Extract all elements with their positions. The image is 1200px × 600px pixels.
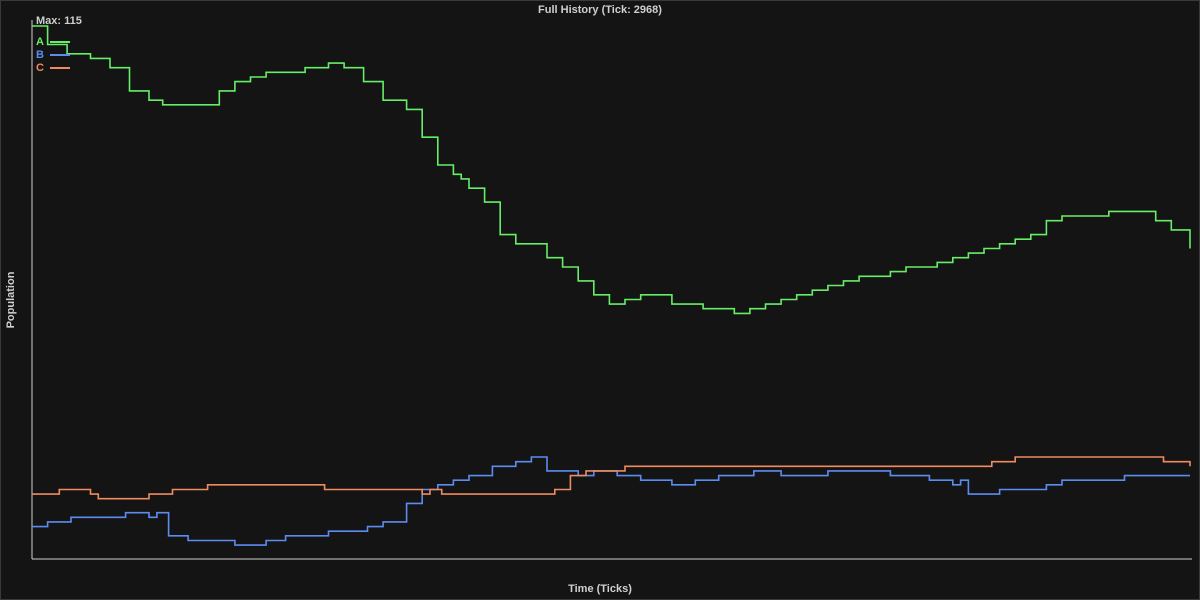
legend-label-c: C [36, 61, 44, 74]
y-axis-label: Population [5, 271, 17, 329]
legend-swatch-c [49, 66, 70, 69]
legend-swatch-a [49, 40, 70, 43]
legend-item-c: C [36, 61, 70, 74]
legend-item-b: B [36, 48, 70, 61]
legend-swatch-b [49, 53, 70, 56]
legend-item-a: A [36, 35, 70, 48]
chart-title: Full History (Tick: 2968) [538, 4, 662, 16]
legend: A B C [36, 35, 70, 74]
x-axis-label: Time (Ticks) [568, 583, 632, 595]
series-line-b [32, 456, 1190, 546]
legend-label-b: B [36, 48, 44, 61]
legend-label-a: A [36, 35, 44, 48]
series-line-c [32, 456, 1191, 500]
series-line-a [32, 25, 1191, 315]
max-label: Max: 115 [36, 15, 82, 27]
